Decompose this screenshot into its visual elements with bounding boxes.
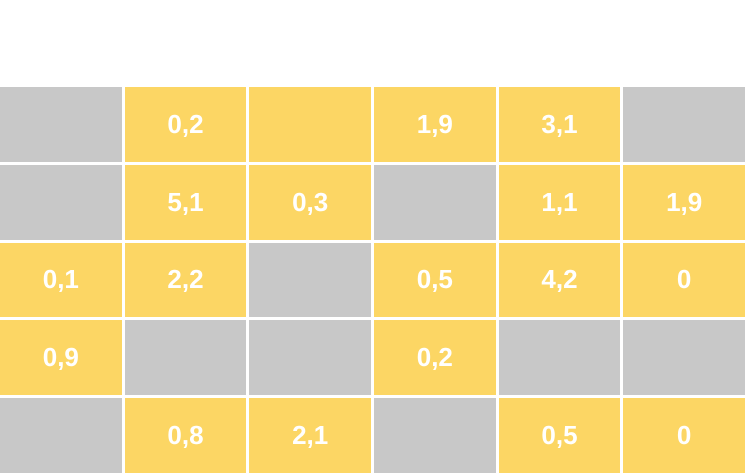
grid-cell-r1-c4: 1,9 — [373, 87, 496, 162]
grid-cell-r3-c1: 0,1 — [0, 242, 122, 318]
grid-cell-r1-c1 — [0, 87, 122, 162]
grid-cell-r2-c4 — [373, 164, 496, 240]
grid-cell-r5-c2: 0,8 — [124, 398, 247, 473]
grid-cell-r1-c2: 0,2 — [124, 87, 247, 162]
grid-cell-r4-c6 — [623, 320, 745, 396]
grid-cell-r2-c3: 0,3 — [249, 164, 371, 240]
grid-cell-r5-c4 — [373, 398, 496, 473]
grid-cell-r4-c1: 0,9 — [0, 320, 122, 396]
grid-cell-r4-c5 — [498, 320, 621, 396]
value-grid: 0,2 1,9 3,1 5,1 0,3 1,1 1,9 0,1 2,2 0,5 4,2 0 0,9 0,2… — [0, 87, 745, 473]
grid-cell-r2-c1 — [0, 164, 122, 240]
grid-cell-r3-c3 — [249, 242, 371, 318]
grid-cell-r3-c6: 0 — [623, 242, 745, 318]
grid-cell-r4-c4: 0,2 — [373, 320, 496, 396]
grid-cell-r3-c2: 2,2 — [124, 242, 247, 318]
grid-cell-r2-c2: 5,1 — [124, 164, 247, 240]
grid-cell-r5-c1 — [0, 398, 122, 473]
grid-cell-r1-c6 — [623, 87, 745, 162]
grid-cell-r3-c4: 0,5 — [373, 242, 496, 318]
grid-cell-r5-c6: 0 — [623, 398, 745, 473]
grid-cell-r1-c5: 3,1 — [498, 87, 621, 162]
grid-cell-r1-c3 — [249, 87, 371, 162]
grid-cell-r2-c6: 1,9 — [623, 164, 745, 240]
grid-cell-r2-c5: 1,1 — [498, 164, 621, 240]
grid-cell-r5-c5: 0,5 — [498, 398, 621, 473]
grid-cell-r4-c2 — [124, 320, 247, 396]
grid-cell-r5-c3: 2,1 — [249, 398, 371, 473]
grid-cell-r3-c5: 4,2 — [498, 242, 621, 318]
grid-cell-r4-c3 — [249, 320, 371, 396]
